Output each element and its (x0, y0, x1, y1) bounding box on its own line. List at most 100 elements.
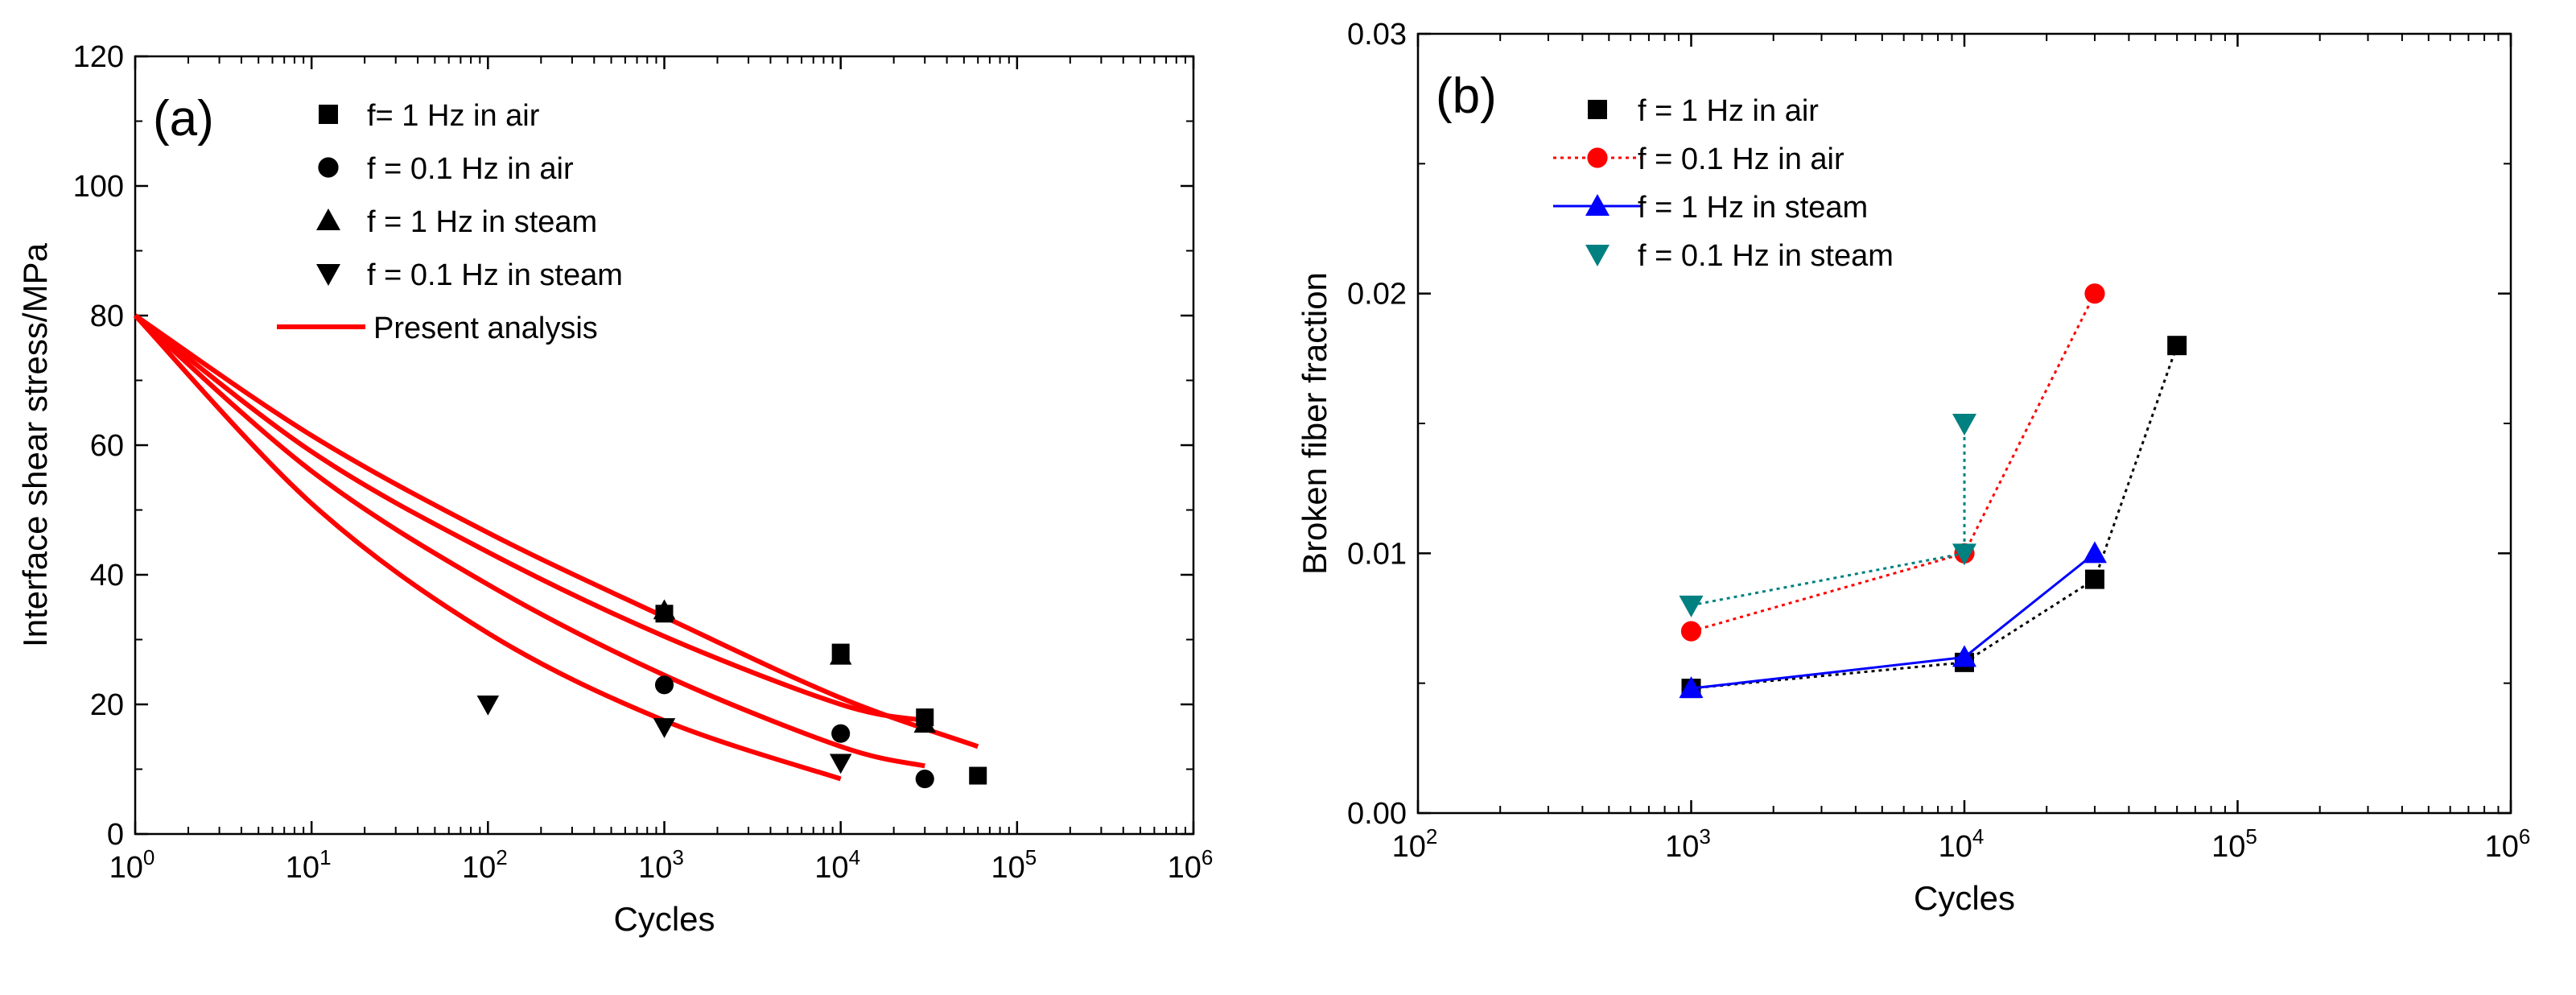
x-tick-base: 10 (814, 851, 848, 885)
series-line (1691, 345, 2178, 690)
x-tick-label: 102 (462, 845, 508, 885)
plot-frame (134, 55, 1195, 836)
data-point (2082, 541, 2107, 564)
x-tick-base: 10 (1665, 830, 1699, 864)
x-ticks (134, 56, 1195, 834)
data-point (1952, 645, 1976, 667)
x-tick-base: 10 (991, 851, 1024, 885)
model-curve (134, 313, 925, 769)
y-tick-label: 0 (107, 818, 124, 852)
legend-marker (1588, 100, 1607, 119)
data-point (829, 753, 852, 774)
data-point (653, 718, 676, 738)
series-circle (1680, 283, 2105, 642)
panel-label: (b) (1436, 68, 1497, 124)
data-point (969, 766, 987, 785)
data-point (654, 675, 674, 695)
series-square (1681, 336, 2187, 699)
x-tick-exponent: 0 (143, 845, 155, 869)
x-tick-exponent: 2 (496, 845, 507, 869)
data-point (829, 644, 852, 665)
series-triangle-up (653, 599, 936, 733)
x-tick-exponent: 6 (2519, 824, 2530, 848)
x-tick-exponent: 4 (849, 845, 860, 869)
x-tick-label: 106 (1168, 845, 1214, 885)
legend-label: f = 1 Hz in air (1638, 94, 1819, 128)
y-tick-label: 0.01 (1347, 537, 1407, 571)
x-tick-base: 10 (286, 851, 319, 885)
model-curve (134, 313, 979, 749)
y-axis-title: Broken fiber fraction (1296, 272, 1333, 575)
chart-a: 100 101 102 103 104 105 106020406080100120Cycl… (16, 40, 1213, 938)
x-tick-base: 10 (1939, 830, 1972, 864)
model-curves (133, 313, 979, 782)
x-tick-exponent: 3 (1699, 824, 1710, 848)
y-tick-label: 0.02 (1347, 278, 1407, 312)
series-triangle-up (1679, 541, 2107, 699)
x-tick-label: 105 (991, 845, 1037, 885)
legend-label: Present analysis (373, 312, 598, 345)
y-tick-label: 60 (90, 429, 124, 463)
y-tick-label: 100 (73, 170, 124, 204)
x-tick-label: 105 (2211, 824, 2257, 864)
x-tick-base: 10 (1392, 830, 1426, 864)
x-axis-title: Cycles (1914, 879, 2015, 917)
data-point (1952, 414, 1976, 436)
x-ticks (1416, 34, 2512, 813)
x-tick-base: 10 (1168, 851, 1201, 885)
data-point (1679, 595, 1704, 617)
series-circle (654, 675, 934, 789)
legend-label: f = 1 Hz in steam (367, 205, 597, 239)
x-tick-exponent: 2 (1426, 824, 1437, 848)
x-tick-label: 104 (814, 845, 860, 885)
legend: f = 1 Hz in air f = 0.1 Hz in air f = 1 Hz… (1553, 94, 1894, 273)
x-axis-title: Cycles (613, 900, 715, 938)
data-point (915, 770, 934, 789)
chart-b: 102 103 104 105 1060.000.010.020.03CyclesBro… (1296, 18, 2530, 917)
data-point (1952, 543, 1976, 566)
y-tick-label: 40 (90, 559, 124, 592)
series-triangle-down (1679, 414, 1976, 617)
x-tick-exponent: 1 (319, 845, 331, 869)
y-tick-label: 0.00 (1347, 797, 1407, 831)
legend-label: f= 1 Hz in air (367, 99, 540, 133)
y-tick-label: 20 (90, 688, 124, 722)
x-tick-label: 106 (2485, 824, 2531, 864)
y-tick-label: 0.03 (1347, 18, 1407, 52)
series-line (1691, 552, 2096, 690)
model-curve (134, 313, 925, 724)
legend-label: f = 0.1 Hz in steam (1638, 239, 1894, 273)
series-line (1691, 423, 1966, 607)
legend-label: f = 0.1 Hz in steam (367, 258, 623, 292)
x-tick-label: 101 (286, 845, 332, 885)
legend-label: f = 0.1 Hz in air (1638, 142, 1844, 176)
data-point (653, 599, 676, 620)
data-point (1680, 621, 1702, 642)
data-point (476, 696, 500, 716)
panel-label: (a) (153, 91, 214, 147)
x-tick-label: 102 (1392, 824, 1438, 864)
series-triangle-down (476, 696, 852, 774)
data-point (1679, 676, 1704, 699)
x-tick-label: 104 (1939, 824, 1985, 864)
x-tick-exponent: 5 (1025, 845, 1037, 869)
x-tick-exponent: 5 (2245, 824, 2257, 848)
x-tick-label: 103 (638, 845, 684, 885)
data-point (913, 712, 936, 733)
x-tick-label: 100 (109, 845, 155, 885)
legend-marker (1585, 245, 1609, 266)
legend-marker (319, 105, 338, 124)
x-tick-base: 10 (462, 851, 496, 885)
data-point (2084, 569, 2104, 589)
x-tick-base: 10 (2211, 830, 2245, 864)
x-tick-exponent: 3 (672, 845, 683, 869)
legend-marker (318, 157, 339, 178)
y-ticks (1418, 32, 2511, 815)
series-line (1691, 292, 2096, 633)
data-point (831, 724, 851, 743)
legend-marker (316, 208, 340, 230)
x-tick-label: 103 (1665, 824, 1711, 864)
legend-label: f = 0.1 Hz in air (367, 152, 574, 186)
x-tick-base: 10 (2485, 830, 2519, 864)
